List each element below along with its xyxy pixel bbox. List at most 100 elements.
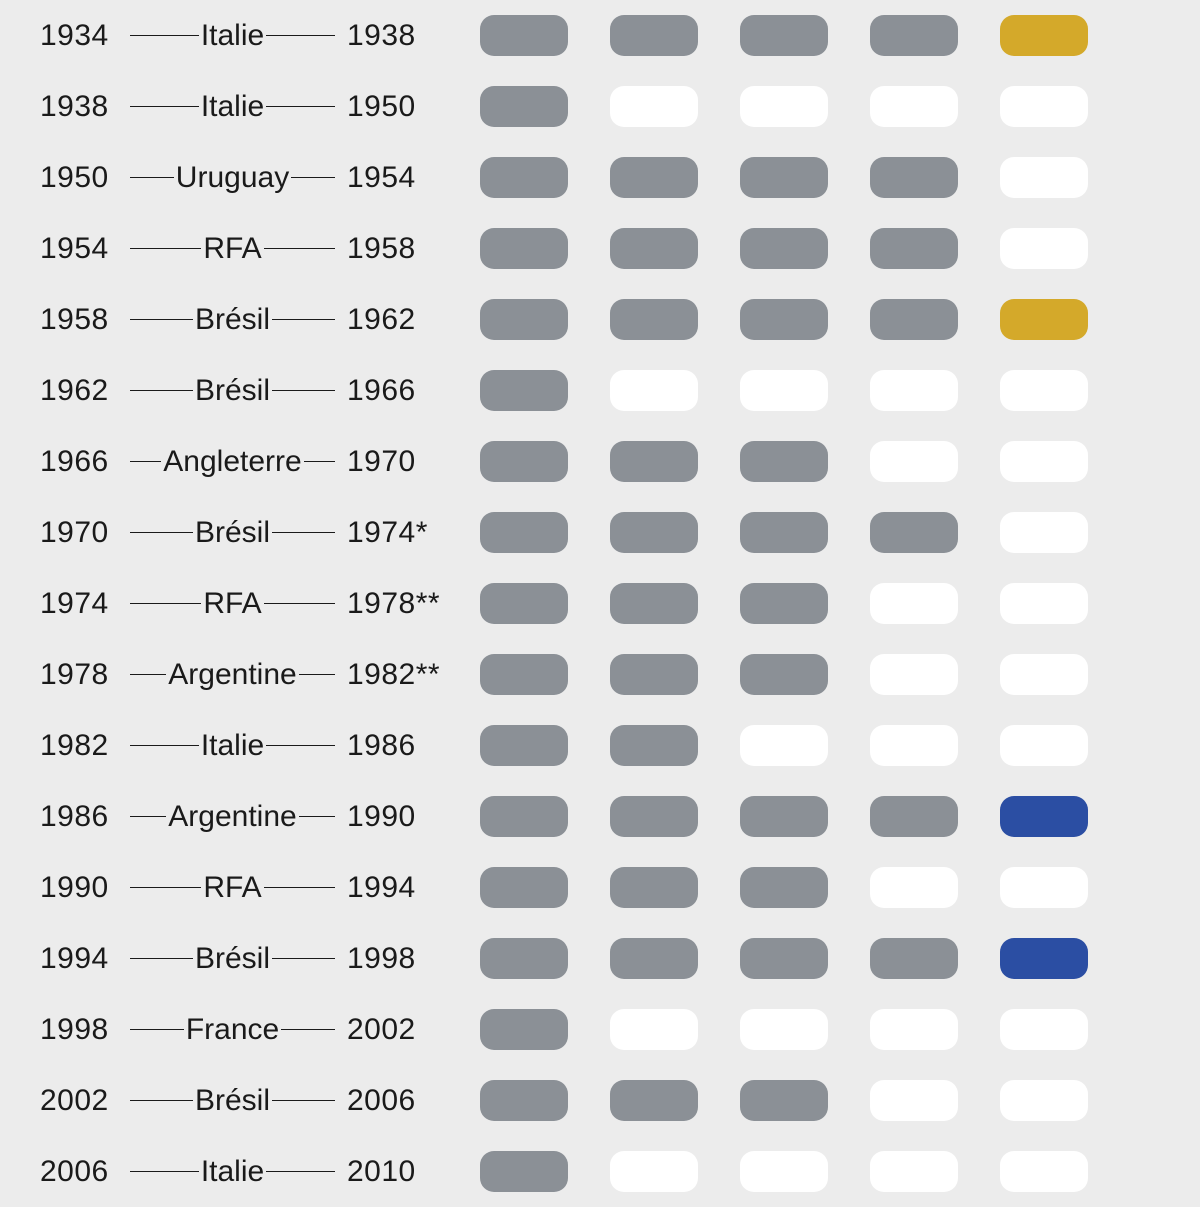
connector-line [130,958,193,959]
team-name: RFA [201,232,263,266]
progress-pill [480,583,568,624]
progress-pill [1000,157,1088,198]
progress-pill [480,796,568,837]
year-won: 1994 [40,942,130,976]
progress-pill [870,299,958,340]
progress-pill [870,1151,958,1192]
year-next: 1954 [335,161,470,195]
team-name: Argentine [166,658,298,692]
pill-group [470,796,1160,837]
year-won: 1982 [40,729,130,763]
progress-pill [480,370,568,411]
connector-line [130,35,199,36]
connector-line [266,106,335,107]
progress-pill [740,867,828,908]
progress-pill [610,725,698,766]
team-name: Argentine [166,800,298,834]
progress-pill [480,228,568,269]
progress-pill [480,1151,568,1192]
team-cell: RFA [130,587,335,621]
progress-pill [870,228,958,269]
year-won: 1962 [40,374,130,408]
progress-pill [740,228,828,269]
year-won: 1934 [40,19,130,53]
connector-line [299,674,335,675]
year-next: 2010 [335,1155,470,1189]
table-row: 1994 Brésil 1998 [40,923,1160,994]
progress-pill [610,512,698,553]
year-next: 1970 [335,445,470,479]
progress-pill [610,157,698,198]
progress-pill [480,157,568,198]
progress-pill [610,370,698,411]
progress-pill [1000,867,1088,908]
progress-pill [870,725,958,766]
progress-pill [870,867,958,908]
connector-line [291,177,335,178]
connector-line [130,745,199,746]
progress-pill [740,654,828,695]
team-cell: Brésil [130,942,335,976]
team-name: France [184,1013,281,1047]
progress-pill [610,299,698,340]
table-row: 1986Argentine1990 [40,781,1160,852]
year-next: 2006 [335,1084,470,1118]
team-cell: Italie [130,19,335,53]
progress-pill [740,157,828,198]
team-cell: Brésil [130,1084,335,1118]
progress-pill [740,1151,828,1192]
year-next: 1962 [335,303,470,337]
progress-pill [1000,654,1088,695]
connector-line [130,1171,199,1172]
year-won: 1950 [40,161,130,195]
progress-pill [480,1009,568,1050]
progress-pill [740,370,828,411]
connector-line [304,461,335,462]
year-next: 1990 [335,800,470,834]
table-row: 1938 Italie 1950 [40,71,1160,142]
progress-pill [610,86,698,127]
progress-pill [1000,725,1088,766]
progress-pill [1000,1151,1088,1192]
year-won: 1938 [40,90,130,124]
connector-line [264,887,335,888]
table-row: 2006Italie2010 [40,1136,1160,1207]
progress-pill [740,796,828,837]
progress-pill [1000,1009,1088,1050]
table-row: 1934Italie1938 [40,0,1160,71]
connector-line [266,745,335,746]
team-name: Uruguay [174,161,291,195]
team-cell: Italie [130,729,335,763]
year-next: 1966 [335,374,470,408]
progress-pill [610,654,698,695]
team-cell: France [130,1013,335,1047]
team-name: RFA [201,587,263,621]
connector-line [281,1029,335,1030]
year-next: 1982** [335,658,470,692]
team-name: RFA [201,871,263,905]
connector-line [130,1100,193,1101]
year-won: 2002 [40,1084,130,1118]
team-name: Italie [199,90,266,124]
pill-group [470,370,1160,411]
progress-pill [740,583,828,624]
year-won: 1974 [40,587,130,621]
progress-pill [740,938,828,979]
progress-pill [870,512,958,553]
connector-line [130,177,174,178]
progress-pill [480,1080,568,1121]
year-next: 1950 [335,90,470,124]
progress-pill [610,15,698,56]
team-name: Angleterre [161,445,303,479]
pill-group [470,1009,1160,1050]
team-name: Brésil [193,942,272,976]
progress-pill [1000,796,1088,837]
year-next: 1998 [335,942,470,976]
pill-group [470,299,1160,340]
progress-pill [1000,299,1088,340]
pill-group [470,441,1160,482]
connector-line [130,106,199,107]
progress-pill [610,228,698,269]
progress-pill [480,15,568,56]
year-won: 1970 [40,516,130,550]
